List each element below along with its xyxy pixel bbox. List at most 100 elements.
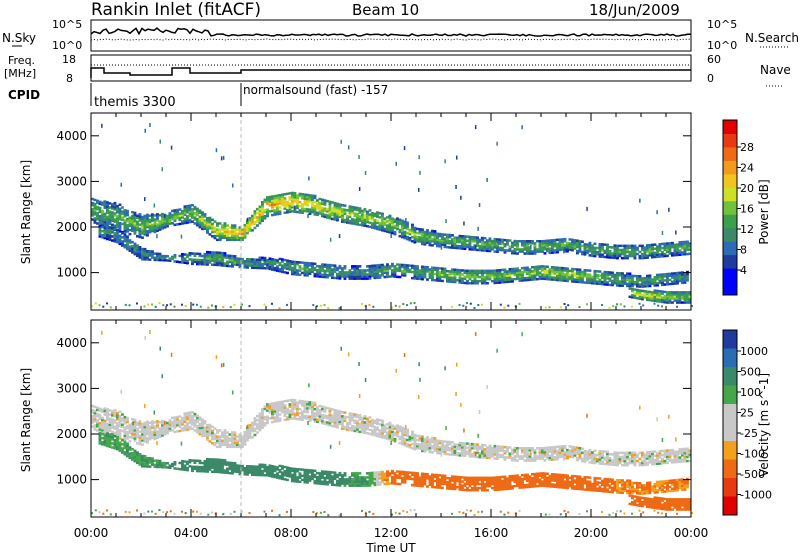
echo-cell	[106, 422, 109, 426]
echo-cell	[313, 266, 317, 270]
echo-cell	[616, 461, 619, 465]
echo-cell	[636, 285, 639, 288]
echo-cell	[523, 246, 527, 249]
echo-cell	[403, 146, 406, 151]
echo-cell	[338, 410, 342, 413]
echo-cell	[616, 250, 619, 254]
echo-cell	[573, 243, 577, 246]
echo-cell	[363, 427, 367, 430]
echo-cell	[281, 193, 284, 196]
echo-cell	[353, 277, 357, 280]
echo-cell	[251, 229, 254, 232]
echo-cell	[196, 207, 199, 211]
echo-cell	[161, 217, 164, 220]
echo-cell	[668, 274, 672, 278]
echo-cell	[458, 273, 462, 276]
echo-cell	[193, 260, 197, 264]
echo-cell	[518, 275, 522, 278]
echo-cell	[183, 259, 187, 262]
echo-cell	[636, 455, 639, 459]
echo-cell	[511, 278, 514, 281]
echo-cell	[321, 415, 324, 419]
echo-cell	[621, 457, 624, 461]
echo-cell	[283, 408, 287, 411]
echo-cell	[111, 420, 114, 423]
echo-cell	[441, 273, 444, 276]
echo-cell	[338, 412, 342, 415]
echo-cell	[301, 197, 304, 200]
echo-cell	[378, 435, 382, 438]
echo-cell	[663, 294, 667, 298]
echo-cell	[388, 436, 392, 439]
echo-cell	[138, 424, 142, 427]
echo-cell	[203, 430, 207, 433]
echo-cell	[298, 192, 302, 196]
echo-cell	[603, 281, 607, 284]
echo-cell	[211, 257, 214, 260]
echo-cell	[123, 422, 127, 425]
echo-cell	[158, 222, 162, 225]
echo-cell	[246, 225, 249, 229]
echo-cell	[466, 243, 469, 247]
echo-cell	[621, 272, 624, 275]
echo-cell	[143, 252, 147, 255]
echo-cell	[168, 423, 172, 426]
echo-cell	[113, 236, 117, 239]
echo-cell	[340, 139, 342, 144]
echo-cell	[406, 434, 409, 438]
echo-cell	[96, 419, 99, 422]
echo-cell	[298, 416, 302, 419]
echo-cell	[303, 414, 307, 418]
echo-cell	[623, 280, 627, 283]
echo-cell	[478, 455, 482, 459]
echo-cell	[558, 270, 562, 274]
echo-cell	[611, 271, 614, 274]
echo-cell	[483, 456, 487, 459]
echo-cell	[118, 238, 122, 241]
echo-cell	[508, 278, 512, 281]
echo-cell	[266, 419, 269, 423]
echo-cell	[493, 250, 497, 253]
echo-cell	[131, 223, 134, 226]
echo-cell	[651, 280, 654, 283]
echo-cell	[508, 446, 512, 449]
echo-cell	[321, 212, 324, 216]
echo-cell	[423, 446, 427, 449]
echo-cell	[546, 277, 549, 281]
echo-cell	[141, 256, 144, 259]
echo-cell	[251, 222, 254, 226]
echo-cell	[136, 421, 139, 424]
echo-cell	[656, 282, 659, 285]
echo-cell	[211, 263, 214, 266]
echo-cell	[463, 442, 467, 445]
echo-cell	[663, 246, 667, 250]
echo-cell	[118, 215, 122, 219]
echo-cell	[98, 430, 102, 433]
echo-cell	[133, 418, 137, 422]
echo-cell	[218, 228, 222, 231]
echo-cell	[308, 405, 312, 408]
echo-cell	[431, 237, 434, 241]
echo-cell	[371, 419, 374, 422]
echo-cell	[196, 424, 199, 428]
echo-cell	[338, 207, 342, 210]
echo-cell	[471, 453, 474, 456]
echo-cell	[521, 279, 524, 282]
echo-cell	[601, 462, 604, 465]
echo-cell	[361, 222, 364, 225]
echo-cell	[631, 274, 634, 278]
echo-cell	[383, 223, 387, 227]
echo-cell	[441, 243, 444, 246]
echo-cell	[651, 460, 654, 464]
echo-cell	[656, 284, 659, 287]
echo-cell	[608, 457, 612, 460]
echo-cell	[106, 418, 109, 421]
echo-cell	[333, 425, 337, 428]
echo-cell	[133, 213, 137, 217]
echo-cell	[191, 258, 194, 261]
echo-cell	[238, 439, 242, 442]
echo-cell	[303, 201, 307, 205]
echo-cell	[306, 411, 309, 414]
echo-cell	[573, 245, 577, 248]
echo-cell	[428, 442, 432, 446]
